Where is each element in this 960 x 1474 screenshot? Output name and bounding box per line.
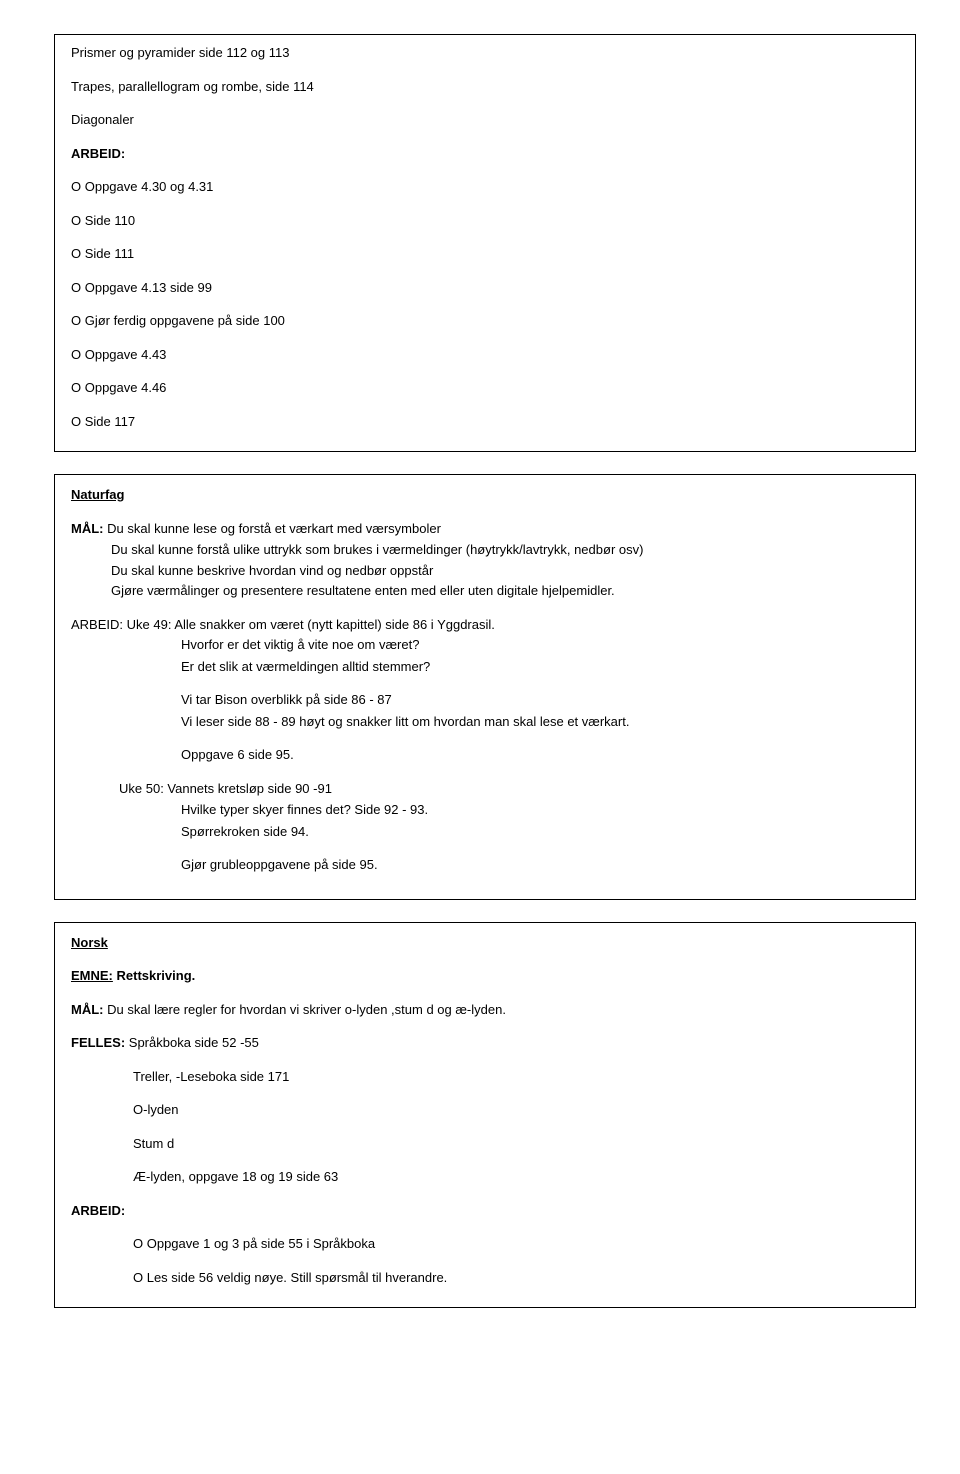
work-item: O Oppgave 4.13 side 99 xyxy=(71,278,899,298)
uke50-line: Uke 50: Vannets kretsløp side 90 -91 xyxy=(119,779,899,799)
felles-item: O-lyden xyxy=(133,1100,899,1120)
uke50-sub: Spørrekroken side 94. xyxy=(181,822,899,842)
arbeid-sub: Er det slik at værmeldingen alltid stemm… xyxy=(181,657,899,677)
arbeid-item: O Les side 56 veldig nøye. Still spørsmå… xyxy=(133,1268,899,1288)
section-geometry: Prismer og pyramider side 112 og 113 Tra… xyxy=(54,34,916,452)
paragraph: Gjør grubleoppgavene på side 95. xyxy=(181,855,899,875)
paragraph: Vi leser side 88 - 89 høyt og snakker li… xyxy=(181,712,899,732)
mal-line: MÅL: Du skal kunne lese og forstå et vær… xyxy=(71,519,899,539)
felles-item: Treller, -Leseboka side 171 xyxy=(133,1067,899,1087)
goal-line: Du skal kunne forstå ulike uttrykk som b… xyxy=(111,540,899,560)
emne-text: Rettskriving. xyxy=(113,968,195,983)
goal-line: Gjøre værmålinger og presentere resultat… xyxy=(111,581,899,601)
work-item: O Side 117 xyxy=(71,412,899,432)
emne-line: EMNE: Rettskriving. xyxy=(71,966,899,986)
text-line: Diagonaler xyxy=(71,110,899,130)
work-item: O Oppgave 4.46 xyxy=(71,378,899,398)
arbeid-heading: ARBEID: xyxy=(71,1201,899,1221)
mal-label: MÅL: xyxy=(71,1002,104,1017)
text-line: Trapes, parallellogram og rombe, side 11… xyxy=(71,77,899,97)
work-item: O Oppgave 4.43 xyxy=(71,345,899,365)
page: Prismer og pyramider side 112 og 113 Tra… xyxy=(0,0,960,1370)
section-title-naturfag: Naturfag xyxy=(71,485,899,505)
goal-line: Du skal kunne beskrive hvordan vind og n… xyxy=(111,561,899,581)
paragraph: Oppgave 6 side 95. xyxy=(181,745,899,765)
arbeid-heading: ARBEID: xyxy=(71,144,899,164)
felles-item: Stum d xyxy=(133,1134,899,1154)
work-item: O Gjør ferdig oppgavene på side 100 xyxy=(71,311,899,331)
felles-text: Språkboka side 52 -55 xyxy=(125,1035,259,1050)
mal-label: MÅL: xyxy=(71,521,104,536)
mal-text: Du skal lære regler for hvordan vi skriv… xyxy=(104,1002,506,1017)
work-item: O Side 111 xyxy=(71,244,899,264)
felles-item: Æ-lyden, oppgave 18 og 19 side 63 xyxy=(133,1167,899,1187)
emne-label: EMNE: xyxy=(71,968,113,983)
uke50-sub: Hvilke typer skyer finnes det? Side 92 -… xyxy=(181,800,899,820)
text-line: Prismer og pyramider side 112 og 113 xyxy=(71,43,899,63)
felles-label: FELLES: xyxy=(71,1035,125,1050)
mal-line: MÅL: Du skal lære regler for hvordan vi … xyxy=(71,1000,899,1020)
arbeid-item: O Oppgave 1 og 3 på side 55 i Språkboka xyxy=(133,1234,899,1254)
paragraph: Vi tar Bison overblikk på side 86 - 87 xyxy=(181,690,899,710)
section-title-norsk: Norsk xyxy=(71,933,899,953)
section-norsk: Norsk EMNE: Rettskriving. MÅL: Du skal l… xyxy=(54,922,916,1309)
section-naturfag: Naturfag MÅL: Du skal kunne lese og fors… xyxy=(54,474,916,900)
work-item: O Oppgave 4.30 og 4.31 xyxy=(71,177,899,197)
felles-line: FELLES: Språkboka side 52 -55 xyxy=(71,1033,899,1053)
mal-text: Du skal kunne lese og forstå et værkart … xyxy=(104,521,441,536)
arbeid-sub: Hvorfor er det viktig å vite noe om være… xyxy=(181,635,899,655)
work-item: O Side 110 xyxy=(71,211,899,231)
arbeid-line: ARBEID: Uke 49: Alle snakker om været (n… xyxy=(71,615,899,635)
